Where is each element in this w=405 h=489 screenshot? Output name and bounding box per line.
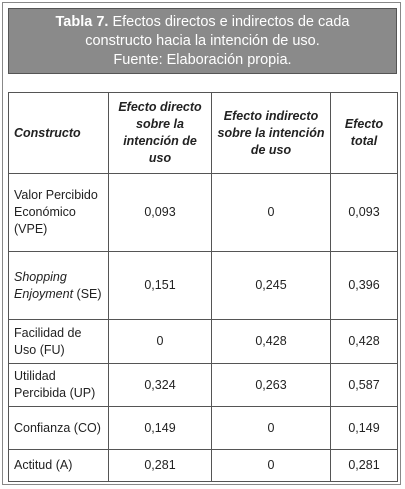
value-cell: 0,396	[330, 251, 398, 320]
value-cell: 0,324	[108, 363, 212, 407]
construct-abbr: (SE)	[76, 286, 102, 301]
value-cell: 0,428	[330, 319, 398, 364]
value-cell: 0,587	[330, 363, 398, 407]
value-cell: 0,093	[108, 173, 212, 252]
value-cell: 0,281	[330, 449, 398, 482]
construct-cell: Actitud (A)	[8, 449, 109, 482]
construct-abbr: (FU)	[39, 342, 65, 357]
construct-cell: Facilidad de Uso (FU)	[8, 319, 109, 364]
value-cell: 0,149	[330, 406, 398, 450]
construct-name: Utilidad Percibida	[14, 369, 67, 400]
column-header: Efecto directo sobre la intención de uso	[108, 92, 212, 174]
construct-abbr: (A)	[55, 458, 73, 472]
construct-cell: Utilidad Percibida (UP)	[8, 363, 109, 407]
caption-title: Efectos directos e indirectos de cada co…	[85, 14, 350, 49]
value-cell: 0	[211, 449, 331, 482]
value-cell: 0	[108, 319, 212, 364]
header-row: Constructo Efecto directo sobre la intenc…	[8, 92, 398, 174]
construct-cell: Confianza (CO)	[8, 406, 109, 450]
table-row: Shopping Enjoyment (SE) 0,151 0,245 0,396	[8, 251, 398, 320]
construct-cell: Shopping Enjoyment (SE)	[8, 251, 109, 320]
column-header: Constructo	[8, 92, 109, 174]
construct-abbr: (CO)	[73, 420, 101, 435]
value-cell: 0,263	[211, 363, 331, 407]
construct-name: Shopping Enjoyment	[14, 269, 74, 301]
construct-name: Facilidad de Uso	[14, 325, 82, 357]
column-header: Efecto total	[330, 92, 398, 174]
caption-source: Fuente: Elaboración propia.	[113, 52, 292, 68]
construct-abbr: (UP)	[69, 386, 96, 400]
value-cell: 0,151	[108, 251, 212, 320]
table-row: Valor Percibido Económico (VPE) 0,093 0 0,0…	[8, 173, 398, 252]
table-row: Utilidad Percibida (UP) 0,324 0,263 0,587	[8, 363, 398, 407]
construct-abbr: (VPE)	[14, 222, 48, 236]
construct-name: Valor Percibido Económico	[14, 188, 98, 219]
construct-cell: Valor Percibido Económico (VPE)	[8, 173, 109, 252]
value-cell: 0,245	[211, 251, 331, 320]
value-cell: 0	[211, 173, 331, 252]
table-caption: Tabla 7. Efectos directos e indirectos d…	[8, 8, 397, 74]
frame	[2, 2, 401, 485]
table-row: Confianza (CO) 0,149 0 0,149	[8, 406, 398, 450]
caption-label: Tabla 7.	[55, 14, 109, 30]
value-cell: 0	[211, 406, 331, 450]
value-cell: 0,428	[211, 319, 331, 364]
column-header: Efecto indirecto sobre la intención de u…	[211, 92, 331, 174]
construct-name: Confianza	[14, 420, 71, 435]
table: Constructo Efecto directo sobre la intenc…	[8, 92, 398, 482]
value-cell: 0,281	[108, 449, 212, 482]
table-row: Actitud (A) 0,281 0 0,281	[8, 449, 398, 482]
value-cell: 0,149	[108, 406, 212, 450]
construct-name: Actitud	[14, 458, 53, 472]
value-cell: 0,093	[330, 173, 398, 252]
table-row: Facilidad de Uso (FU) 0 0,428 0,428	[8, 319, 398, 364]
